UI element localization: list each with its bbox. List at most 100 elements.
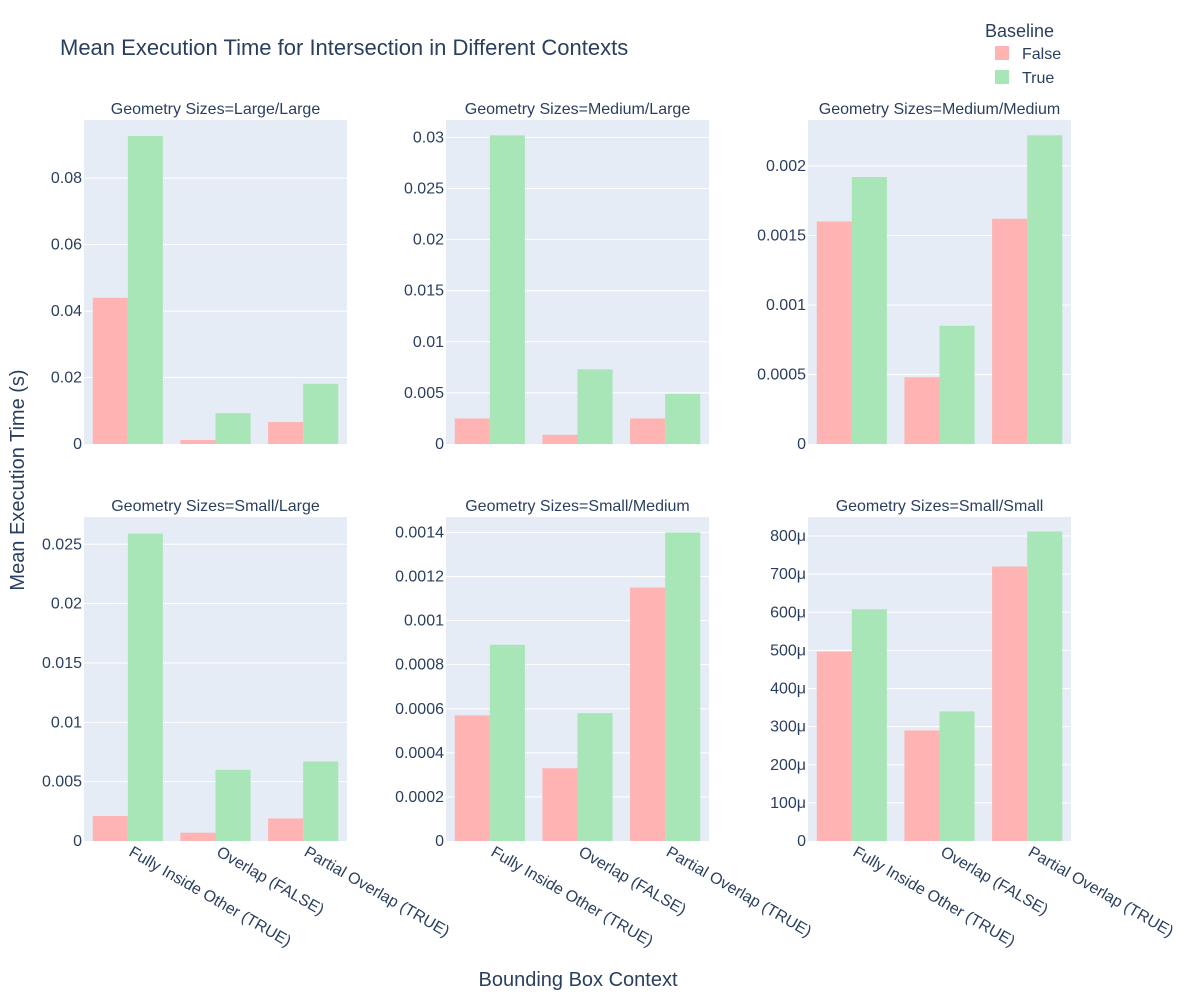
bar-true bbox=[665, 532, 701, 841]
bar-true bbox=[939, 711, 975, 841]
y-tick-label: 0.0012 bbox=[395, 569, 444, 586]
y-tick-label: 0.03 bbox=[413, 129, 444, 146]
facet-title: Geometry Sizes=Small/Large bbox=[111, 498, 320, 515]
bar-false bbox=[542, 768, 578, 841]
bar-false bbox=[268, 818, 304, 841]
facet-title: Geometry Sizes=Medium/Medium bbox=[819, 101, 1060, 118]
bar-false bbox=[92, 297, 128, 444]
y-tick-label: 600μ bbox=[770, 604, 806, 621]
bar-true bbox=[489, 644, 525, 841]
y-tick-label: 0.0006 bbox=[395, 701, 444, 718]
bar-false bbox=[542, 434, 578, 444]
y-tick-label: 0.025 bbox=[42, 536, 82, 553]
x-tick-label: Partial Overlap (TRUE) bbox=[1025, 844, 1176, 941]
bar-false bbox=[992, 218, 1028, 444]
y-tick-label: 0.015 bbox=[404, 283, 444, 300]
y-axis-label: Mean Execution Time (s) bbox=[7, 369, 29, 590]
bar-true bbox=[665, 393, 701, 444]
y-tick-label: 0 bbox=[73, 436, 82, 453]
bar-false bbox=[816, 651, 852, 841]
legend-swatch-true[interactable] bbox=[995, 70, 1009, 84]
facet-title: Geometry Sizes=Large/Large bbox=[111, 101, 321, 118]
y-tick-label: 0 bbox=[797, 833, 806, 850]
bar-true bbox=[1027, 531, 1063, 841]
x-tick-label: Partial Overlap (TRUE) bbox=[663, 844, 814, 941]
bar-true bbox=[577, 369, 613, 444]
y-tick-label: 0.02 bbox=[413, 232, 444, 249]
bar-true bbox=[489, 135, 525, 444]
legend: Baseline False True bbox=[985, 21, 1061, 87]
y-tick-label: 800μ bbox=[770, 528, 806, 545]
y-tick-label: 0.06 bbox=[51, 237, 82, 254]
legend-swatch-false[interactable] bbox=[995, 46, 1009, 60]
y-tick-label: 200μ bbox=[770, 757, 806, 774]
bar-true bbox=[577, 713, 613, 841]
y-tick-label: 0.002 bbox=[766, 158, 806, 175]
y-tick-label: 0 bbox=[797, 436, 806, 453]
x-tick-label: Fully Inside Other (TRUE) bbox=[126, 844, 294, 951]
y-tick-label: 0.04 bbox=[51, 303, 82, 320]
y-tick-label: 0.005 bbox=[404, 385, 444, 402]
x-tick-label: Fully Inside Other (TRUE) bbox=[488, 844, 656, 951]
y-tick-label: 0 bbox=[435, 833, 444, 850]
y-tick-label: 0.0014 bbox=[395, 524, 444, 541]
y-tick-label: 0.02 bbox=[51, 370, 82, 387]
y-tick-label: 0.001 bbox=[766, 297, 806, 314]
legend-label-true[interactable]: True bbox=[1022, 70, 1054, 87]
y-tick-label: 0.0008 bbox=[395, 657, 444, 674]
bar-true bbox=[303, 383, 339, 444]
bar-true bbox=[1027, 135, 1063, 444]
y-tick-label: 0.0002 bbox=[395, 789, 444, 806]
legend-title: Baseline bbox=[985, 21, 1054, 41]
bar-false bbox=[630, 418, 666, 444]
y-tick-label: 0.0005 bbox=[757, 366, 806, 383]
y-tick-label: 0.01 bbox=[51, 714, 82, 731]
facet-title: Geometry Sizes=Medium/Large bbox=[465, 101, 691, 118]
y-tick-label: 700μ bbox=[770, 566, 806, 583]
bar-false bbox=[180, 832, 216, 841]
bar-false bbox=[180, 440, 216, 444]
bar-true bbox=[851, 609, 887, 841]
bar-true bbox=[127, 533, 163, 841]
bar-true bbox=[215, 769, 251, 841]
y-tick-label: 0.025 bbox=[404, 180, 444, 197]
bar-false bbox=[904, 730, 940, 841]
bar-false bbox=[454, 715, 490, 841]
x-axis-label: Bounding Box Context bbox=[478, 969, 677, 991]
y-tick-label: 0.005 bbox=[42, 774, 82, 791]
y-tick-label: 0 bbox=[435, 436, 444, 453]
y-tick-label: 0 bbox=[73, 833, 82, 850]
x-tick-label: Fully Inside Other (TRUE) bbox=[850, 844, 1018, 951]
y-tick-label: 0.015 bbox=[42, 655, 82, 672]
y-tick-label: 400μ bbox=[770, 681, 806, 698]
facets: 0 0.02 0.04 0.06 0.08 Geometry Sizes=Large/La… bbox=[42, 101, 1176, 950]
y-tick-label: 0.0015 bbox=[757, 227, 806, 244]
y-tick-label: 0.08 bbox=[51, 170, 82, 187]
y-tick-label: 0.01 bbox=[413, 334, 444, 351]
bar-false bbox=[816, 221, 852, 444]
bar-false bbox=[454, 418, 490, 444]
x-tick-label: Partial Overlap (TRUE) bbox=[301, 844, 452, 941]
bar-true bbox=[303, 761, 339, 841]
bar-true bbox=[127, 135, 163, 444]
bar-true bbox=[939, 325, 975, 444]
bar-false bbox=[630, 587, 666, 841]
bar-true bbox=[215, 413, 251, 444]
legend-label-false[interactable]: False bbox=[1022, 46, 1061, 63]
y-tick-label: 300μ bbox=[770, 719, 806, 736]
y-tick-label: 500μ bbox=[770, 642, 806, 659]
y-tick-label: 100μ bbox=[770, 795, 806, 812]
bar-false bbox=[92, 816, 128, 841]
y-tick-label: 0.001 bbox=[404, 613, 444, 630]
bar-false bbox=[904, 377, 940, 444]
chart-title: Mean Execution Time for Intersection in … bbox=[60, 35, 628, 60]
y-tick-label: 0.02 bbox=[51, 596, 82, 613]
bar-true bbox=[851, 177, 887, 444]
facet-title: Geometry Sizes=Small/Small bbox=[836, 498, 1044, 515]
bar-false bbox=[268, 422, 304, 444]
y-tick-label: 0.0004 bbox=[395, 745, 444, 762]
bar-false bbox=[992, 566, 1028, 841]
facet-title: Geometry Sizes=Small/Medium bbox=[465, 498, 690, 515]
